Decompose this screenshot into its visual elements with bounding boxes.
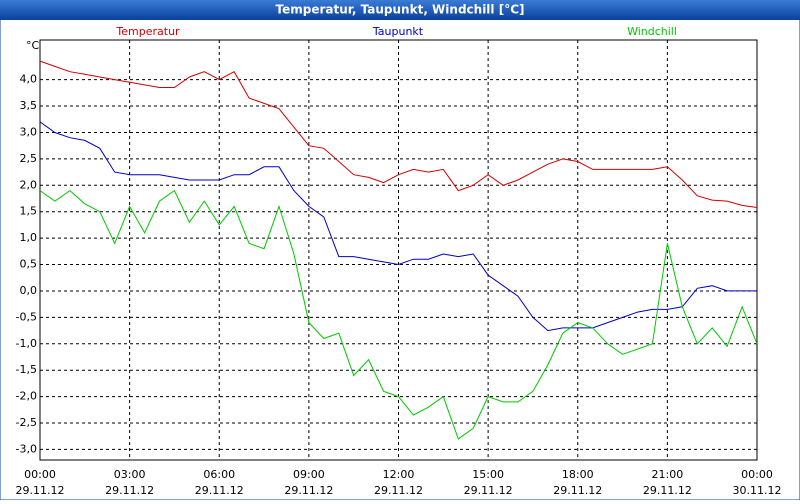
x-tick-label: 00:00 (24, 468, 56, 481)
x-tick-date: 30.11.12 (733, 484, 782, 497)
y-tick-label: -3,0 (16, 442, 37, 455)
x-tick-label: 15:00 (472, 468, 504, 481)
y-tick-label: -1,5 (16, 363, 37, 376)
x-tick-date: 29.11.12 (464, 484, 513, 497)
chart-title: Temperatur, Taupunkt, Windchill [°C] (276, 3, 525, 17)
y-tick-label: -2,0 (16, 390, 37, 403)
y-tick-label: 3,5 (20, 99, 38, 112)
x-tick-date: 29.11.12 (284, 484, 333, 497)
y-tick-label: 4,0 (20, 73, 38, 86)
y-tick-label: 2,0 (20, 178, 38, 191)
legend-label: Temperatur (115, 25, 180, 38)
x-tick-label: 06:00 (203, 468, 235, 481)
y-tick-label: 2,5 (20, 152, 38, 165)
x-tick-label: 18:00 (562, 468, 594, 481)
y-tick-label: 1,0 (20, 231, 38, 244)
y-tick-label: 1,5 (20, 205, 38, 218)
x-tick-label: 00:00 (741, 468, 773, 481)
x-tick-date: 29.11.12 (195, 484, 244, 497)
legend-label: Taupunkt (372, 25, 424, 38)
y-tick-label: 0,5 (20, 258, 38, 271)
y-tick-label: -1,0 (16, 337, 37, 350)
x-tick-label: 12:00 (383, 468, 415, 481)
x-tick-label: 09:00 (293, 468, 325, 481)
x-tick-label: 03:00 (114, 468, 146, 481)
x-tick-date: 29.11.12 (105, 484, 154, 497)
y-tick-label: 0,0 (20, 284, 38, 297)
x-tick-label: 21:00 (652, 468, 684, 481)
series-line (39, 121, 757, 332)
legend-label: Windchill (627, 25, 677, 38)
x-tick-date: 29.11.12 (553, 484, 602, 497)
x-tick-date: 29.11.12 (16, 484, 65, 497)
x-tick-date: 29.11.12 (643, 484, 692, 497)
y-tick-label: -2,5 (16, 416, 37, 429)
x-tick-date: 29.11.12 (374, 484, 423, 497)
y-tick-label: 3,0 (20, 125, 38, 138)
y-axis-label: °C (26, 39, 40, 52)
y-tick-label: -0,5 (16, 310, 37, 323)
series-line (39, 189, 758, 440)
series-line (39, 60, 758, 208)
title-bar (0, 0, 800, 20)
